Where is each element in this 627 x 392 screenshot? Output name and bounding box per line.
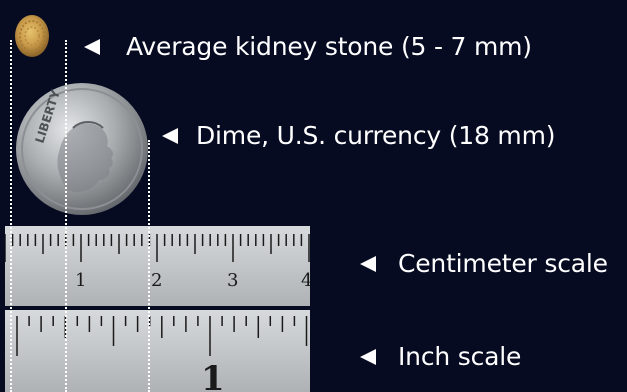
inch-scale-label: Inch scale [398,342,522,371]
left-triangle-arrow-icon [360,349,376,365]
guide-line-middle [65,40,67,392]
inch-ruler-image: 1 [5,310,310,392]
inch-tick-marks [16,316,308,356]
kidney-stone-label: Average kidney stone (5 - 7 mm) [126,32,532,61]
centimeter-tick-marks [5,234,310,262]
cm-number-4: 4 [301,270,310,291]
left-triangle-arrow-icon [84,39,100,55]
dime-coin-image: LIBERTY [16,83,148,215]
left-triangle-arrow-icon [360,256,376,272]
guide-line-right [148,140,150,392]
cm-number-2: 2 [151,270,162,291]
kidney-stone-image [15,15,49,57]
centimeter-scale-label: Centimeter scale [398,249,608,278]
guide-line-left [10,40,12,392]
inch-number-1: 1 [201,359,225,392]
dime-label: Dime, U.S. currency (18 mm) [196,121,556,150]
cm-number-1: 1 [75,270,86,291]
cm-number-3: 3 [227,270,238,291]
left-triangle-arrow-icon [162,128,178,144]
centimeter-ruler-image: 1 2 3 4 [5,226,310,306]
